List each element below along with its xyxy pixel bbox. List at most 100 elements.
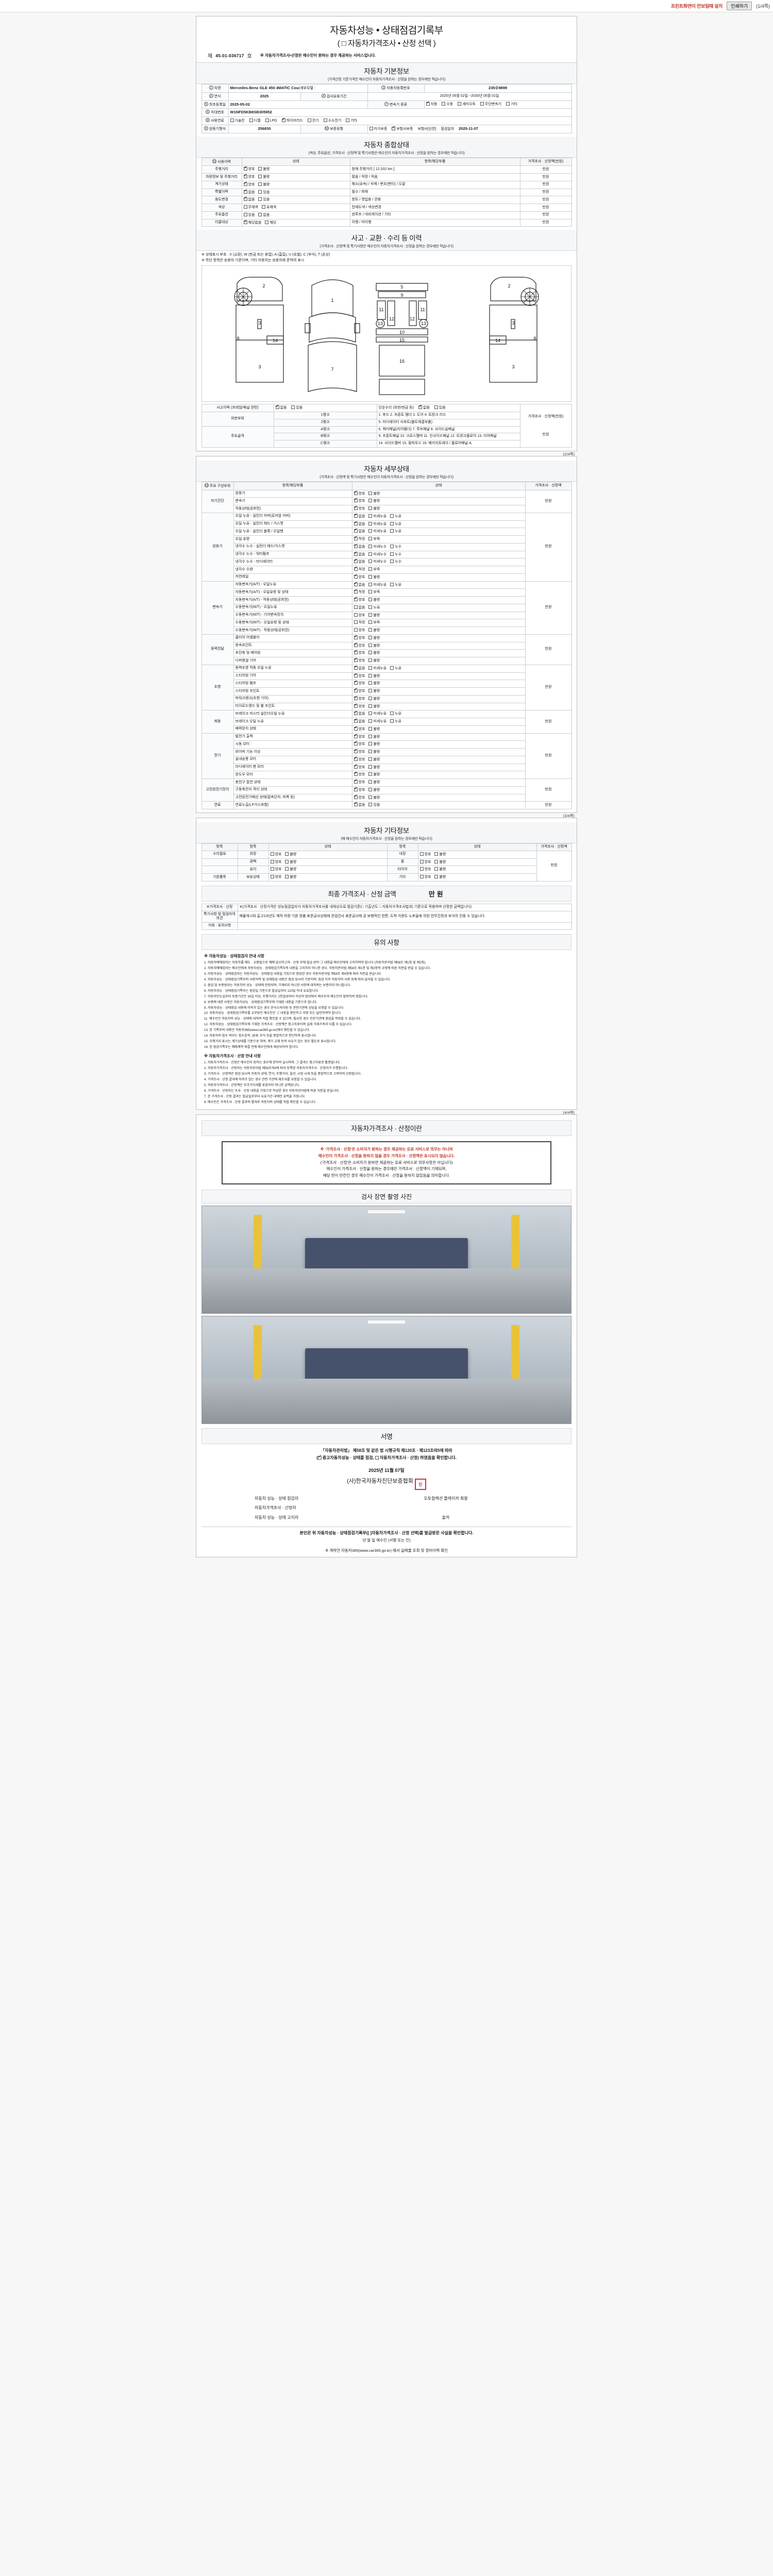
detail-state-1[interactable]: 미세누유: [368, 666, 386, 671]
detail-state-1[interactable]: 불량: [368, 598, 380, 603]
checkbox-icon[interactable]: [368, 696, 373, 700]
checkbox-icon[interactable]: [243, 174, 247, 178]
detail-state-1[interactable]: 불량: [368, 673, 380, 679]
checkbox-icon[interactable]: [368, 780, 373, 784]
checkbox-icon[interactable]: [243, 189, 247, 194]
checkbox-icon[interactable]: [270, 852, 274, 856]
detail-state-2[interactable]: 누수: [390, 544, 401, 550]
other-state-2-0-0[interactable]: 양호: [270, 867, 281, 872]
overall-state-1[interactable]: 유채색: [261, 205, 276, 210]
checkbox-icon[interactable]: [354, 650, 358, 655]
other-state-1-0-0[interactable]: 양호: [270, 859, 281, 865]
detail-state-2[interactable]: 누유: [390, 521, 401, 527]
checkbox-icon[interactable]: [354, 582, 358, 586]
checkbox-icon[interactable]: [354, 490, 358, 495]
checkbox-icon[interactable]: [368, 666, 373, 670]
checkbox-icon[interactable]: [368, 613, 373, 617]
detail-state-1[interactable]: 미세누유: [368, 711, 386, 717]
checkbox-icon[interactable]: [258, 197, 262, 201]
detail-state-1[interactable]: 불량: [368, 734, 380, 740]
detail-state-2[interactable]: 누수: [390, 552, 401, 557]
checkbox-icon[interactable]: [368, 734, 373, 738]
option-semiauto[interactable]: 세미오토: [458, 102, 476, 107]
checkbox-icon[interactable]: [354, 680, 358, 685]
checkbox-icon[interactable]: [265, 220, 269, 224]
detail-state-1[interactable]: 불량: [368, 574, 380, 580]
checkbox-icon[interactable]: [354, 635, 358, 639]
detail-state-0[interactable]: 양호: [354, 741, 365, 747]
checkbox-icon[interactable]: [354, 528, 358, 533]
other-state-1-1-0[interactable]: 양호: [419, 859, 431, 865]
detail-state-1[interactable]: 불량: [368, 613, 380, 618]
other-state-3-1-0[interactable]: 양호: [419, 875, 431, 880]
checkbox-icon[interactable]: [442, 102, 446, 106]
warranty-self[interactable]: 자가보증: [369, 126, 387, 132]
checkbox-icon[interactable]: [368, 529, 373, 533]
checkbox-icon[interactable]: [258, 212, 262, 216]
detail-state-1[interactable]: 불량: [368, 491, 380, 497]
checkbox-icon[interactable]: [354, 787, 358, 791]
detail-state-0[interactable]: 양호: [354, 680, 365, 686]
detail-state-0[interactable]: 양호: [354, 657, 365, 664]
checkbox-icon[interactable]: [418, 404, 422, 410]
checkbox-icon[interactable]: [354, 613, 358, 617]
detail-state-1[interactable]: 부족: [368, 620, 380, 625]
checkbox-icon[interactable]: [434, 852, 439, 856]
option-cvt[interactable]: 무단변속기: [480, 102, 501, 107]
detail-state-2[interactable]: 누유: [390, 582, 401, 588]
detail-state-0[interactable]: 양호: [354, 749, 365, 755]
other-state-3-0-1[interactable]: 불량: [285, 875, 296, 880]
checkbox-icon[interactable]: [354, 764, 358, 769]
detail-state-0[interactable]: 양호: [354, 696, 365, 702]
checkbox-icon[interactable]: [354, 620, 358, 624]
checkbox-icon[interactable]: [354, 657, 358, 662]
overall-state-0[interactable]: 양호: [243, 174, 255, 180]
checkbox-icon[interactable]: [480, 102, 484, 106]
checkbox-icon[interactable]: [354, 536, 358, 540]
other-state-0-1-0[interactable]: 양호: [419, 852, 431, 857]
detail-state-0[interactable]: 양호: [354, 779, 365, 785]
detail-state-0[interactable]: 없음: [354, 544, 365, 550]
checkbox-icon[interactable]: [434, 875, 439, 878]
detail-state-0[interactable]: 없음: [354, 710, 365, 717]
detail-state-0[interactable]: 양호: [354, 756, 365, 762]
detail-state-1[interactable]: 불량: [368, 757, 380, 762]
checkbox-icon[interactable]: [354, 505, 358, 510]
checkbox-icon[interactable]: [354, 802, 358, 807]
checkbox-icon[interactable]: [285, 859, 289, 863]
detail-state-0[interactable]: 없음: [354, 582, 365, 588]
detail-state-0[interactable]: 양호: [354, 703, 365, 709]
checkbox-icon[interactable]: [368, 605, 373, 609]
overall-state-1[interactable]: 불량: [258, 167, 270, 172]
checkbox-icon[interactable]: [354, 521, 358, 526]
checkbox-icon[interactable]: [368, 590, 373, 594]
detail-state-0[interactable]: 양호: [354, 597, 365, 603]
detail-state-0[interactable]: 양호: [354, 498, 365, 504]
checkbox-icon[interactable]: [368, 514, 373, 518]
option-other[interactable]: 기타: [506, 102, 517, 107]
overall-state-1[interactable]: 불량: [258, 182, 270, 188]
detail-state-0[interactable]: 없음: [354, 521, 365, 527]
checkbox-icon[interactable]: [368, 552, 373, 556]
checkbox-icon[interactable]: [354, 703, 358, 708]
detail-state-1[interactable]: 미세누수: [368, 552, 386, 557]
frame-none[interactable]: 없음: [275, 404, 287, 411]
detail-state-0[interactable]: 없음: [354, 528, 365, 534]
detail-state-0[interactable]: 양호: [354, 771, 365, 777]
checkbox-icon[interactable]: [368, 521, 373, 526]
detail-state-0[interactable]: 없음: [354, 605, 365, 611]
checkbox-icon[interactable]: [317, 1455, 322, 1460]
detail-state-0[interactable]: 양호: [354, 635, 365, 641]
checkbox-icon[interactable]: [258, 190, 262, 194]
detail-state-0[interactable]: 양호: [354, 794, 365, 801]
detail-state-2[interactable]: 누유: [390, 666, 401, 671]
checkbox-icon[interactable]: [354, 756, 358, 761]
checkbox-icon[interactable]: [354, 544, 358, 548]
checkbox-icon[interactable]: [243, 181, 247, 186]
detail-state-0[interactable]: 없음: [354, 513, 365, 519]
checkbox-icon[interactable]: [368, 719, 373, 723]
checkbox-icon[interactable]: [230, 118, 234, 122]
checkbox-icon[interactable]: [390, 666, 394, 670]
detail-state-1[interactable]: 불량: [368, 651, 380, 656]
detail-state-1[interactable]: 미세누유: [368, 521, 386, 527]
